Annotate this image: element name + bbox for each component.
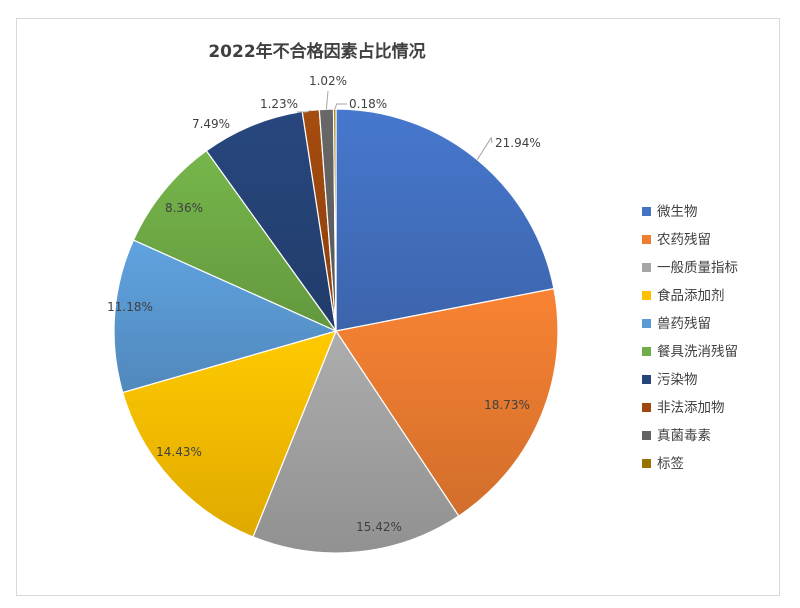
data-label-7: 7.49% [192, 117, 230, 131]
legend-swatch-2 [642, 235, 651, 244]
legend-swatch-1 [642, 207, 651, 216]
legend-swatch-8 [642, 403, 651, 412]
chart-title: 2022年不合格因素占比情况 [208, 41, 425, 62]
pie-slice-5 [113, 239, 338, 394]
legend-swatch-3 [642, 263, 651, 272]
legend-label-2: 农药残留 [657, 232, 711, 248]
legend-swatch-10 [642, 459, 651, 468]
leader-line-10 [334, 103, 347, 110]
pie-slice-4 [121, 330, 338, 538]
legend-swatch-7 [642, 375, 651, 384]
leader-line-8 [297, 109, 311, 113]
legend-swatch-9 [642, 431, 651, 440]
data-label-8: 1.23% [260, 97, 298, 111]
legend-label-3: 一般质量指标 [657, 260, 738, 276]
leader-lines [297, 90, 493, 160]
data-labels: 21.94% 18.73% 15.42% 14.43% 11.18% 8.36% 7.49%… [107, 74, 541, 534]
legend-label-5: 兽药残留 [657, 316, 711, 332]
data-label-5: 11.18% [107, 300, 153, 314]
chart-frame: 2022年不合格因素占比情况 21.94% 18.73% 15.42% 14.43% 1… [16, 18, 780, 596]
legend-label-9: 真菌毒素 [657, 428, 711, 444]
legend-label-7: 污染物 [657, 372, 698, 388]
data-label-10: 0.18% [349, 97, 387, 111]
pie-slice-3 [252, 329, 460, 554]
legend-label-8: 非法添加物 [657, 400, 725, 416]
data-label-1: 21.94% [495, 136, 541, 150]
legend-label-4: 食品添加剂 [657, 287, 725, 304]
legend-label-6: 餐具洗消残留 [657, 344, 738, 360]
data-label-6: 8.36% [165, 201, 203, 215]
leader-line-9 [325, 90, 329, 110]
data-label-3: 15.42% [356, 520, 402, 534]
pie-chart: 2022年不合格因素占比情况 21.94% 18.73% 15.42% 14.43% 1… [107, 41, 738, 554]
legend-label-1: 微生物 [657, 204, 698, 220]
pie-slice-2 [335, 287, 559, 517]
legend-swatch-4 [642, 291, 651, 300]
legend-swatch-5 [642, 319, 651, 328]
data-label-9: 1.02% [309, 74, 347, 88]
pie-slice-1 [335, 108, 555, 332]
legend: 微生物农药残留一般质量指标食品添加剂兽药残留餐具洗消残留污染物非法添加物真菌毒素… [642, 204, 738, 472]
data-label-4: 14.43% [156, 445, 202, 459]
pie-slices [113, 108, 559, 554]
legend-swatch-6 [642, 347, 651, 356]
pie-slice-6 [132, 149, 338, 333]
leader-line-1 [476, 136, 493, 160]
data-label-2: 18.73% [484, 398, 530, 412]
legend-label-10: 标签 [657, 455, 685, 472]
